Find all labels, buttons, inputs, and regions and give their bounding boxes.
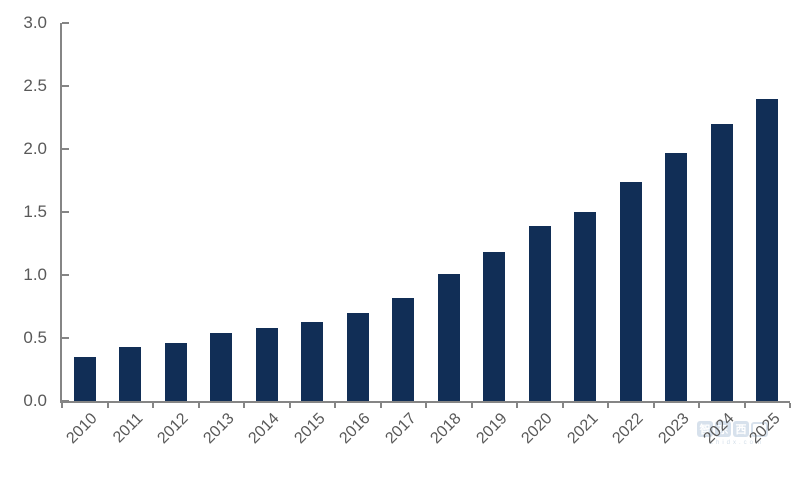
y-axis-tick (62, 85, 69, 87)
y-axis-label: 2.5 (23, 76, 47, 95)
x-axis-tick (334, 403, 336, 408)
y-axis-tick (62, 148, 69, 150)
bar-2022 (619, 181, 642, 401)
x-axis-tick (288, 403, 291, 408)
bar-2019 (483, 252, 506, 401)
x-axis-label-2018: 2018 (427, 410, 465, 448)
y-axis-tick (62, 274, 69, 276)
x-axis-tick (379, 403, 382, 408)
bar-2013 (210, 332, 233, 401)
x-axis-tick (61, 403, 63, 408)
y-axis-tick (62, 22, 69, 24)
x-axis-label-2010: 2010 (63, 410, 101, 448)
x-axis-label-2011: 2011 (109, 410, 147, 447)
watermark-logo-tiles: 智 东 西 (697, 421, 777, 437)
x-axis-tick (607, 403, 609, 408)
bar-2025 (756, 98, 779, 401)
bar-2011 (119, 346, 142, 401)
x-axis-label-2015: 2015 (291, 410, 329, 448)
bar-2017 (392, 297, 415, 401)
bar-2014 (255, 327, 278, 401)
x-axis-tick (243, 403, 245, 408)
x-axis-tick (106, 403, 109, 408)
bar-2012 (164, 343, 187, 401)
bar-2020 (528, 225, 551, 401)
bar-2010 (73, 356, 96, 401)
x-axis-label-2023: 2023 (655, 410, 693, 448)
x-axis-tick (789, 403, 791, 408)
x-axis-label-2019: 2019 (473, 410, 511, 448)
x-axis-tick (516, 403, 518, 408)
x-axis-label-2020: 2020 (518, 410, 556, 448)
x-axis-label-2021: 2021 (564, 410, 602, 448)
bar-2021 (574, 212, 597, 401)
y-axis-label: 1.0 (23, 265, 47, 284)
y-axis-label: 0.0 (23, 391, 47, 410)
watermark-tag-icon (751, 421, 768, 437)
watermark: 智 东 西 zhidx.com (697, 421, 777, 463)
x-axis-label-2016: 2016 (336, 410, 374, 448)
x-axis-tick (561, 403, 564, 408)
x-axis-tick (152, 403, 154, 408)
x-axis-tick (652, 403, 655, 408)
bar-2024 (710, 123, 733, 401)
x-axis-tick (743, 403, 746, 408)
y-axis-tick (62, 211, 69, 213)
x-axis-label-2012: 2012 (154, 410, 192, 448)
x-axis-tick (425, 403, 427, 408)
y-axis-label: 2.0 (23, 139, 47, 158)
watermark-tile-icon: 西 (733, 421, 749, 437)
bar-2023 (665, 152, 688, 401)
y-axis-label: 1.5 (23, 202, 47, 221)
watermark-subtext: zhidx.com (709, 440, 764, 446)
y-axis-label: 0.5 (23, 328, 47, 347)
x-axis-tick (197, 403, 200, 408)
x-axis-label-2013: 2013 (200, 410, 238, 448)
y-axis-tick (62, 337, 69, 339)
watermark-tile-icon: 东 (715, 421, 731, 437)
x-axis-tick (470, 403, 473, 408)
x-axis-tick (698, 403, 700, 408)
y-axis-line (60, 23, 62, 403)
bar-2018 (437, 273, 460, 401)
x-axis-line (60, 401, 790, 403)
x-axis-label-2014: 2014 (245, 410, 283, 448)
x-axis-label-2022: 2022 (609, 410, 647, 448)
y-axis-label: 3.0 (23, 13, 47, 32)
x-axis-label-2017: 2017 (382, 410, 420, 448)
bar-2015 (301, 321, 324, 401)
watermark-tile-icon: 智 (697, 421, 713, 437)
bar-2016 (346, 312, 369, 401)
y-axis-tick (62, 400, 69, 402)
